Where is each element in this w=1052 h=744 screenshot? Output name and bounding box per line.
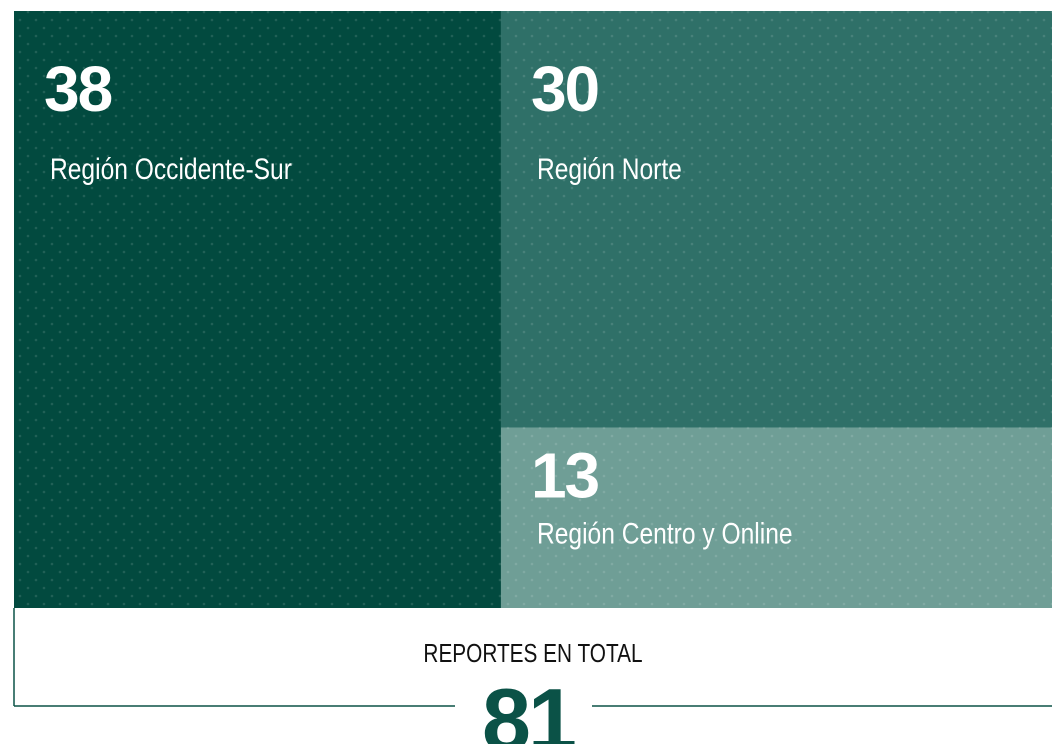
cell-value: 30 <box>531 53 598 125</box>
cell-label: Región Centro y Online <box>537 516 793 550</box>
cell-value: 13 <box>531 440 599 512</box>
treemap: 38 Región Occidente-Sur 30 Región Norte 13 Re… <box>14 11 1052 608</box>
cell-label: Región Occidente-Sur <box>50 152 292 186</box>
total-title: REPORTES EN TOTAL <box>423 639 642 668</box>
cell-value: 38 <box>44 53 112 125</box>
cell-texture <box>14 11 501 608</box>
cell-texture <box>500 427 1052 608</box>
total-value: 81 <box>482 670 575 744</box>
cell-label: Región Norte <box>537 152 682 186</box>
cell-texture <box>500 11 1052 428</box>
